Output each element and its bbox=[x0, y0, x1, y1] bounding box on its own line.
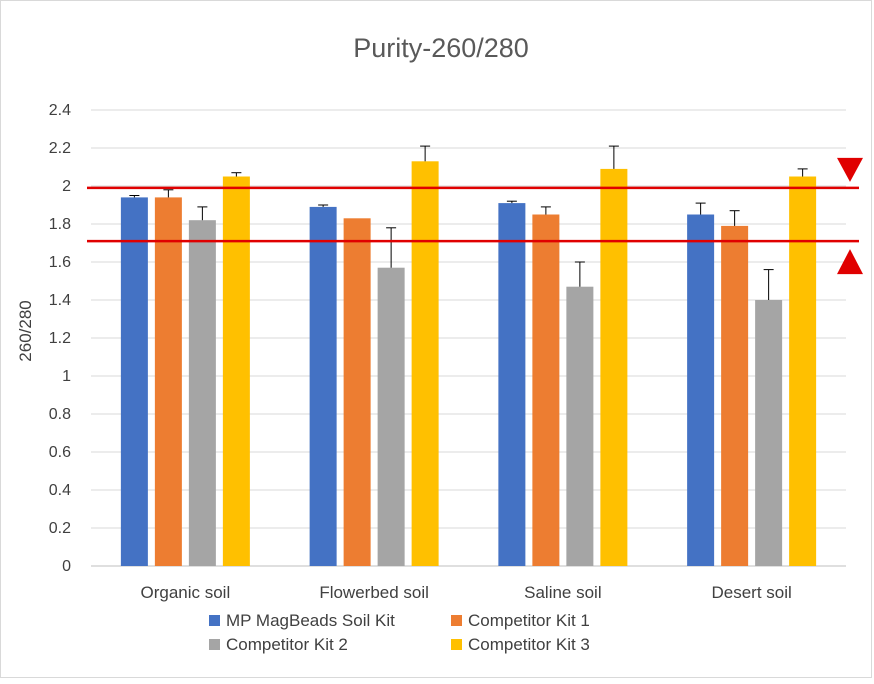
bar bbox=[377, 267, 405, 566]
y-tick-label: 0.8 bbox=[49, 406, 71, 423]
y-tick-label: 1 bbox=[62, 368, 71, 385]
bar bbox=[566, 286, 594, 566]
bar bbox=[411, 161, 439, 567]
bar bbox=[120, 197, 148, 566]
y-tick-label: 1.2 bbox=[49, 330, 71, 347]
legend-label: MP MagBeads Soil Kit bbox=[226, 611, 395, 630]
y-tick-label: 0.4 bbox=[49, 482, 71, 499]
y-tick-label: 1.6 bbox=[49, 254, 71, 271]
chart-title: Purity-260/280 bbox=[353, 33, 529, 63]
legend-label: Competitor Kit 2 bbox=[226, 635, 348, 654]
down-triangle-marker bbox=[837, 157, 863, 182]
bar bbox=[222, 176, 250, 566]
legend-swatch bbox=[451, 615, 462, 626]
gridlines bbox=[91, 109, 846, 567]
y-axis-ticks: 0 0.2 0.4 0.6 0.8 1 1.2 1.4 1.6 1.8 2 2.2 2.4 bbox=[49, 102, 71, 575]
x-axis-categories: Organic soil Flowerbed soil Saline soil Des… bbox=[140, 583, 791, 602]
x-tick-label: Desert soil bbox=[711, 583, 791, 602]
y-tick-label: 2 bbox=[62, 178, 71, 195]
up-triangle-marker bbox=[837, 249, 863, 275]
bar bbox=[755, 300, 783, 566]
bar bbox=[721, 225, 749, 566]
y-tick-label: 0.2 bbox=[49, 520, 71, 537]
bar bbox=[188, 220, 216, 566]
legend: MP MagBeads Soil Kit Competitor Kit 1 Comp… bbox=[209, 611, 590, 654]
legend-swatch bbox=[451, 639, 462, 650]
reference-lines bbox=[87, 157, 863, 275]
bar bbox=[154, 197, 182, 566]
y-tick-label: 2.4 bbox=[49, 102, 71, 119]
x-tick-label: Saline soil bbox=[524, 583, 602, 602]
y-axis-label: 260/280 bbox=[16, 300, 35, 361]
bar bbox=[343, 218, 371, 567]
x-tick-label: Organic soil bbox=[140, 583, 230, 602]
legend-swatch bbox=[209, 615, 220, 626]
bar bbox=[687, 214, 715, 566]
legend-label: Competitor Kit 1 bbox=[468, 611, 590, 630]
legend-label: Competitor Kit 3 bbox=[468, 635, 590, 654]
y-tick-label: 1.4 bbox=[49, 292, 71, 309]
bar bbox=[498, 203, 526, 566]
bar bbox=[789, 176, 817, 566]
legend-swatch bbox=[209, 639, 220, 650]
bars bbox=[120, 145, 817, 567]
bar bbox=[600, 168, 628, 566]
y-tick-label: 0.6 bbox=[49, 444, 71, 461]
y-tick-label: 2.2 bbox=[49, 140, 71, 157]
y-tick-label: 0 bbox=[62, 558, 71, 575]
bar bbox=[309, 206, 337, 566]
bar bbox=[532, 214, 560, 566]
x-tick-label: Flowerbed soil bbox=[319, 583, 429, 602]
y-tick-label: 1.8 bbox=[49, 216, 71, 233]
